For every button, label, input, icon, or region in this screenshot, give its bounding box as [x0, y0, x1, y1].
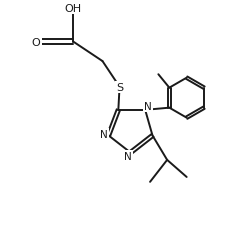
Text: O: O	[32, 38, 41, 47]
Text: S: S	[116, 82, 124, 92]
Text: OH: OH	[65, 4, 82, 14]
Text: N: N	[100, 130, 108, 140]
Text: N: N	[144, 102, 152, 112]
Text: N: N	[124, 152, 132, 162]
